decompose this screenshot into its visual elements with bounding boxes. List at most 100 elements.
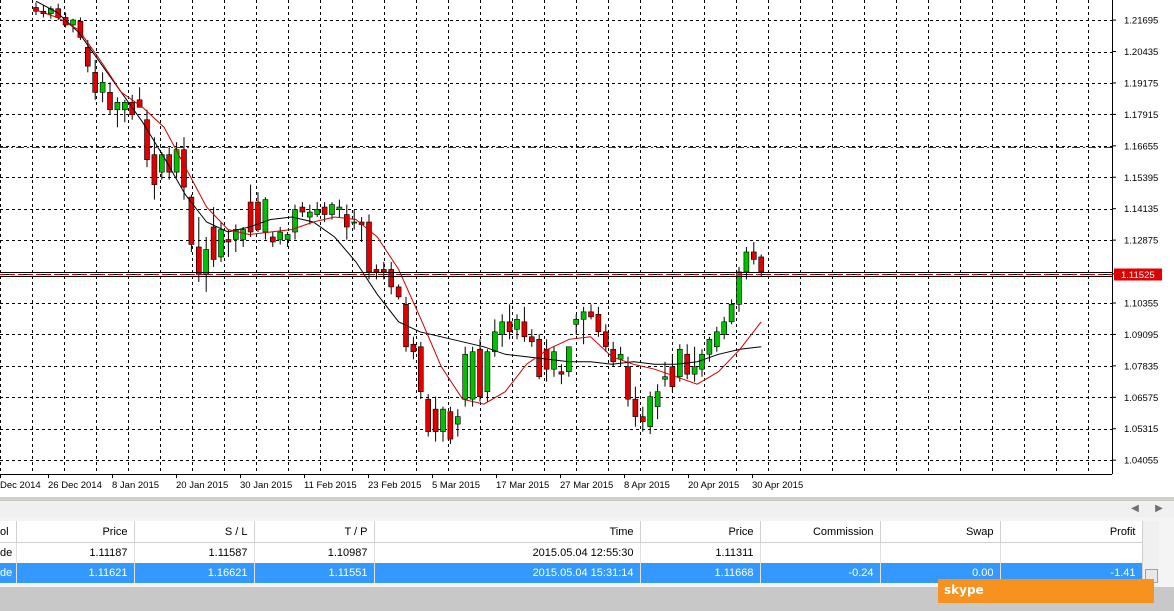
candle-body — [173, 149, 180, 173]
candle-body — [625, 366, 631, 400]
candle-body — [750, 251, 757, 260]
candle-body — [521, 321, 528, 338]
cell-take-profit: 1.10987 — [254, 542, 375, 563]
time-label: 20 Apr 2015 — [688, 480, 739, 491]
price-levels — [0, 147, 1112, 277]
price-axis: 1.21695 1.20435 1.19175 1.17915 1.16655 1.153… — [1112, 16, 1162, 467]
candle-body — [588, 311, 594, 318]
candle-body — [669, 366, 676, 387]
price-label: 1.04055 — [1124, 456, 1158, 467]
candle-body — [329, 204, 335, 215]
cell-stop-loss: 1.16621 — [134, 563, 255, 583]
scroll-left-icon[interactable]: ◀ — [1131, 503, 1139, 514]
ma-slow-line — [35, 0, 762, 365]
col-take-profit[interactable]: T / P — [254, 521, 375, 543]
col-price[interactable]: Price — [16, 521, 135, 543]
panel-divider[interactable] — [0, 497, 1174, 500]
terminal-panel: ol Price S / L T / P Time Price Commissi… — [0, 517, 1174, 611]
price-label: 1.07835 — [1124, 361, 1158, 372]
table-header-row: ol Price S / L T / P Time Price Commissi… — [0, 521, 1143, 543]
skype-notification[interactable]: skype — [938, 579, 1154, 603]
candle-body — [462, 353, 469, 400]
time-label: Dec 2014 — [0, 480, 41, 491]
candle-body — [506, 321, 513, 333]
candle-body — [684, 353, 691, 375]
time-label: 23 Feb 2015 — [368, 480, 421, 491]
col-current-price[interactable]: Price — [640, 521, 761, 543]
col-swap[interactable]: Swap — [880, 521, 1001, 543]
time-label: 20 Jan 2015 — [176, 480, 228, 491]
time-label: 30 Jan 2015 — [240, 480, 292, 491]
candle-body — [92, 72, 98, 93]
price-label: 1.10355 — [1124, 298, 1158, 309]
table-row[interactable]: de 1.11621 1.16621 1.11551 2015.05.04 15… — [0, 563, 1143, 583]
col-symbol[interactable]: ol — [0, 521, 17, 543]
candle-body — [70, 19, 76, 26]
table-row[interactable]: de 1.11187 1.11587 1.10987 2015.05.04 12… — [0, 542, 1143, 563]
cell-price: 1.11621 — [16, 563, 135, 583]
candle-body — [159, 154, 165, 173]
col-time[interactable]: Time — [374, 521, 641, 543]
chart-scrollbar[interactable]: ◀ ▶ — [0, 500, 1174, 517]
price-label: 1.15395 — [1124, 173, 1158, 184]
skype-logo: skype — [944, 583, 984, 597]
candle-body — [233, 229, 239, 240]
candle-body — [247, 201, 254, 233]
candle-body — [432, 408, 439, 432]
col-commission[interactable]: Commission — [760, 521, 881, 543]
price-label: 1.19175 — [1124, 78, 1158, 89]
candle-body — [336, 206, 343, 210]
candle-body — [114, 101, 121, 111]
col-profit[interactable]: Profit — [1000, 521, 1143, 543]
candle-body — [573, 319, 580, 325]
candle-body — [188, 196, 195, 245]
candle-body — [514, 319, 520, 330]
orders-table: ol Price S / L T / P Time Price Commissi… — [0, 521, 1143, 583]
price-label: 1.14135 — [1124, 204, 1158, 215]
candle-body — [314, 209, 321, 215]
candle-body — [373, 269, 380, 273]
scroll-right-icon[interactable]: ▶ — [1155, 503, 1163, 514]
candle-body — [691, 366, 698, 375]
candle-body — [395, 286, 402, 298]
candle-body — [107, 92, 113, 111]
candle-body — [85, 47, 91, 67]
price-label: 1.06575 — [1124, 393, 1158, 404]
candle-body — [151, 154, 158, 185]
time-label: 8 Apr 2015 — [624, 480, 670, 491]
candle-body — [728, 304, 735, 323]
cell-current-price: 1.11311 — [640, 542, 761, 563]
candle-body — [144, 119, 150, 160]
candle-body — [662, 376, 668, 380]
candle-body — [122, 101, 128, 111]
candle-body — [99, 82, 106, 93]
ma-fast-line — [35, 9, 762, 405]
candle-body — [639, 416, 646, 422]
cell-symbol: de — [0, 563, 17, 583]
col-stop-loss[interactable]: S / L — [134, 521, 255, 543]
candle-body — [580, 311, 587, 320]
candle-body — [262, 199, 269, 233]
time-label: 27 Mar 2015 — [560, 480, 613, 491]
candle-body — [454, 416, 461, 425]
candle-body — [284, 234, 291, 240]
price-label: 1.20435 — [1124, 47, 1158, 58]
time-label: 8 Jan 2015 — [112, 480, 159, 491]
candle-body — [499, 321, 506, 335]
cell-profit: -1.41 — [1000, 563, 1143, 583]
candle-body — [706, 338, 713, 355]
cell-swap — [880, 542, 1001, 563]
price-label: 1.21695 — [1124, 16, 1158, 27]
cell-take-profit: 1.11551 — [254, 563, 375, 583]
candle-body — [721, 321, 728, 335]
candle-body — [610, 348, 617, 363]
cell-profit — [1000, 542, 1143, 563]
candle-body — [292, 209, 298, 233]
candle-body — [743, 251, 750, 273]
candle-body — [218, 229, 224, 258]
cell-stop-loss: 1.11587 — [134, 542, 255, 563]
price-chart[interactable]: 1.21695 1.20435 1.19175 1.17915 1.16655 1.153… — [0, 0, 1174, 497]
time-label: 5 Mar 2015 — [432, 480, 480, 491]
candle-body — [758, 256, 765, 273]
candle-body — [299, 206, 306, 213]
